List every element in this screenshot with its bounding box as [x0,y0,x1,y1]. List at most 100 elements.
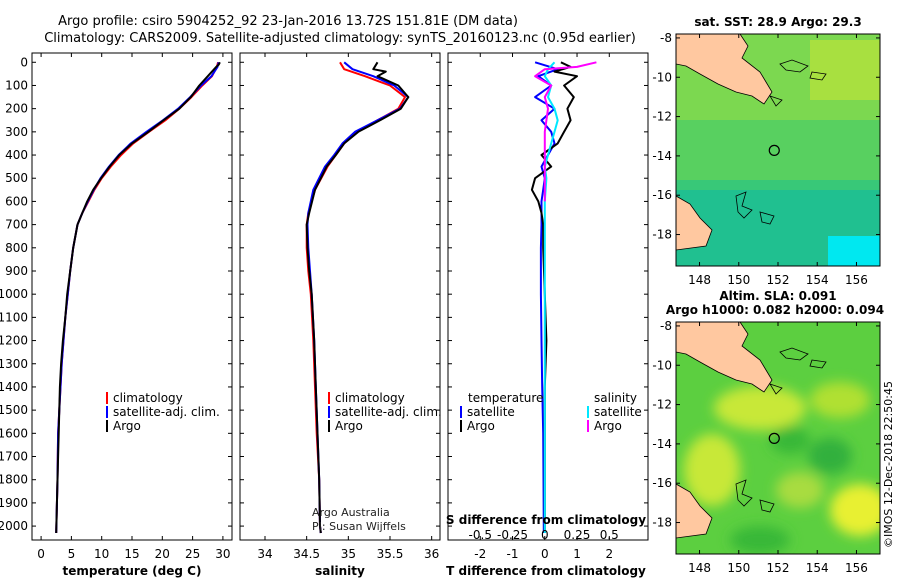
legend-label-satellite: satellite-adj. clim. [113,405,220,419]
depth-axis-labels: 0 100 200 300 400 500 600 700 800 900 1000 1100 1200… [0,55,28,533]
axis-ticks [32,53,648,540]
s-diff-tick-label: -0.5 [469,528,492,542]
x-tick-label: 2 [605,547,613,561]
x-tick-label: 30 [215,547,230,561]
depth-tick-label: 2000 [0,519,28,533]
depth-tick-label: 1200 [0,334,28,348]
series-line-argo [305,61,410,534]
x-tick-label: 25 [185,547,200,561]
map-lon-label: 150 [727,561,750,575]
depth-tick-label: 1900 [0,496,28,510]
x-tick-label: 34.5 [293,547,320,561]
legend-label-argo: Argo [113,419,141,433]
sla-land-australia [676,483,713,539]
x-tick-label: -1 [507,547,519,561]
series-line-s-satellite [543,61,559,533]
map-lon-label: 156 [845,273,868,287]
sst-map [676,34,880,266]
difference-legend: temperature satellite Argo salinity sate… [460,391,642,433]
map-lat-label: -10 [652,70,672,84]
map-lon-label: 150 [727,273,750,287]
depth-tick-label: 100 [5,78,28,92]
map-lon-label: 154 [806,273,829,287]
series-line-climatology [55,62,220,534]
s-diff-tick-label: 0.25 [564,528,591,542]
sla-land-new-guinea [676,322,773,393]
depth-tick-label: 1400 [0,380,28,394]
sla-map-title: Altim. SLA: 0.091 [719,289,836,303]
x-tick-label: 36 [424,547,439,561]
x-tick-label: 0 [541,547,549,561]
map-lat-label: -16 [652,476,672,490]
title-line2: Climatology: CARS2009. Satellite-adjuste… [44,31,636,46]
map-lon-label: 152 [767,273,790,287]
s-diff-tick-label: 0 [541,528,549,542]
sst-mid-band [676,120,880,180]
sst-islands [769,59,827,107]
map-lat-label: -8 [660,31,672,45]
legend-label-climatology: climatology [335,391,405,405]
depth-tick-label: 600 [5,194,28,208]
depth-tick-label: 1600 [0,426,28,440]
depth-tick-label: 200 [5,102,28,116]
legend-title-salinity: salinity [594,391,637,405]
legend-label-t-argo: Argo [467,419,495,433]
map-lat-label: -12 [652,110,672,124]
sla-islands [769,347,827,395]
sst-warm-patch [810,40,880,100]
depth-tick-label: 1800 [0,473,28,487]
depth-tick-label: 300 [5,125,28,139]
map-lon-label: 156 [845,561,868,575]
s-diff-tick-label: 0.5 [600,528,619,542]
profile-curves [55,61,597,534]
temperature-legend: climatology satellite-adj. clim. Argo [106,391,220,433]
map-lon-label: 154 [806,561,829,575]
legend-label-s-satellite: satellite [594,405,642,419]
title-line1: Argo profile: csiro 5904252_92 23-Jan-20… [58,14,518,29]
imos-watermark: ©IMOS 12-Dec-2018 22:50:45 [882,381,895,548]
legend-label-satellite: satellite-adj. clim. [335,405,442,419]
sst-map-tick-labels: -8 -10 -12 -14 -16 -18 148 150 152 154 156 [652,31,880,287]
temperature-panel-frame [31,52,233,541]
series-line-t-argo [530,61,578,533]
x-tick-label: 15 [124,547,139,561]
sst-cool-patch [828,236,880,266]
map-lat-label: -18 [652,228,672,242]
map-lat-label: -8 [660,319,672,333]
salinity-axis-label: salinity [315,564,365,578]
sst-land-australia [676,195,713,251]
depth-tick-label: 1500 [0,403,28,417]
sla-anomaly-blobs [684,382,880,554]
sst-land-new-guinea [676,34,773,105]
x-tick-label: 20 [155,547,170,561]
temperature-axis-label: temperature (deg C) [63,564,202,578]
map-lon-label: 152 [767,561,790,575]
x-tick-label: 35.5 [377,547,404,561]
map-lat-label: -10 [652,358,672,372]
depth-tick-label: 1000 [0,287,28,301]
sst-map-title: sat. SST: 28.9 Argo: 29.3 [694,15,861,29]
x-tick-label: 34 [257,547,272,561]
sla-map-subtitle: Argo h1000: 0.082 h2000: 0.094 [666,303,884,317]
map-lat-label: -12 [652,398,672,412]
series-line-argo [55,61,221,534]
x-tick-label: -2 [474,547,486,561]
x-tick-labels: 0 5 10 15 20 25 30 34 34.5 35 35.5 36 -2 -1 0 1 2 -0.5 -0.… [37,528,619,561]
depth-tick-label: 800 [5,241,28,255]
legend-title-temperature: temperature [468,391,543,405]
x-tick-label: 1 [573,547,581,561]
depth-tick-label: 1100 [0,310,28,324]
map-lat-label: -16 [652,188,672,202]
depth-tick-label: 1700 [0,450,28,464]
legend-label-t-satellite: satellite [467,405,515,419]
map-lon-label: 148 [688,273,711,287]
difference-panel-frame [447,52,649,541]
depth-tick-label: 400 [5,148,28,162]
series-line-s-argo [534,61,597,202]
s-diff-tick-label: -0.25 [497,528,528,542]
sla-reefs [735,479,775,513]
x-tick-label: 35 [341,547,356,561]
credit-pi: PI: Susan Wijffels [312,520,406,533]
depth-tick-label: 900 [5,264,28,278]
series-line-satellite-adj-clim- [55,62,220,534]
